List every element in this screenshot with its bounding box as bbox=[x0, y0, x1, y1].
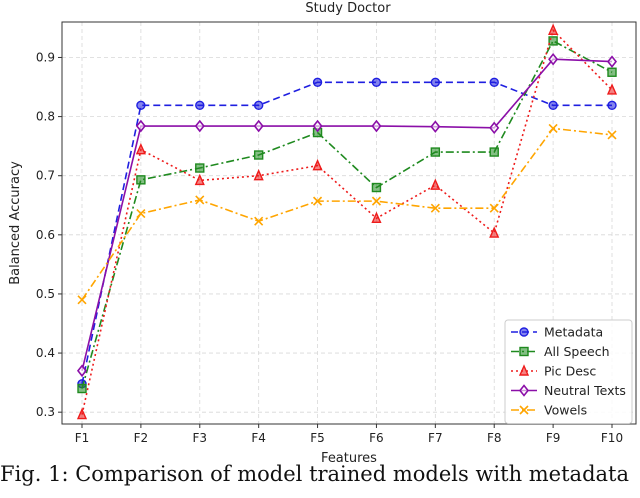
series-pic-desc bbox=[76, 23, 618, 420]
data-point-diamond bbox=[489, 121, 500, 135]
legend-label: Vowels bbox=[544, 403, 587, 418]
data-point-x bbox=[430, 203, 440, 213]
legend-label: Neutral Texts bbox=[544, 383, 626, 398]
data-point-square bbox=[489, 147, 499, 157]
data-point-circle bbox=[607, 100, 617, 111]
data-point-diamond bbox=[548, 52, 559, 66]
data-point-circle bbox=[548, 100, 558, 111]
data-point-square bbox=[371, 182, 382, 193]
data-point-diamond bbox=[312, 119, 323, 133]
data-point-diamond bbox=[194, 119, 205, 133]
series-neutral-texts bbox=[76, 52, 618, 378]
data-point-x bbox=[371, 196, 382, 206]
x-axis-label: Features bbox=[321, 451, 377, 462]
data-point-circle bbox=[136, 100, 146, 111]
legend-item: Vowels bbox=[511, 403, 587, 418]
data-point-triangle bbox=[430, 178, 441, 190]
y-axis-label: Balanced Accuracy bbox=[8, 161, 23, 285]
data-point-square bbox=[519, 346, 529, 357]
data-point-circle bbox=[430, 77, 441, 88]
y-axis: 0.3 0.4 0.5 0.6 0.7 0.8 0.9 bbox=[36, 50, 62, 419]
data-point-triangle bbox=[312, 158, 323, 171]
data-point-x bbox=[195, 195, 205, 205]
data-point-square bbox=[253, 150, 264, 160]
y-tick-label: 0.5 bbox=[36, 287, 55, 301]
legend-box bbox=[504, 319, 633, 424]
data-point-triangle bbox=[135, 142, 146, 155]
data-point-square bbox=[195, 163, 205, 173]
data-point-circle bbox=[489, 77, 499, 88]
x-tick-label: F4 bbox=[251, 431, 266, 445]
x-tick-label: F8 bbox=[487, 431, 502, 445]
x-tick-label: F7 bbox=[428, 431, 443, 445]
data-point-square bbox=[77, 383, 87, 394]
x-tick-label: F9 bbox=[546, 431, 561, 445]
data-point-triangle bbox=[194, 173, 205, 186]
data-point-square bbox=[548, 36, 558, 46]
data-point-diamond bbox=[135, 119, 146, 133]
data-point-x bbox=[136, 208, 146, 219]
data-point-square bbox=[607, 67, 617, 77]
data-point-triangle bbox=[606, 83, 618, 95]
legend-label: Pic Desc bbox=[544, 364, 596, 379]
data-point-triangle bbox=[76, 407, 88, 420]
legend-label: Metadata bbox=[544, 325, 603, 340]
data-point-triangle bbox=[548, 23, 559, 35]
data-point-diamond bbox=[253, 119, 264, 133]
data-point-circle bbox=[312, 77, 323, 88]
data-point-x bbox=[489, 203, 499, 213]
plot-area bbox=[61, 21, 637, 425]
data-point-triangle bbox=[489, 226, 500, 238]
data-point-x bbox=[312, 196, 323, 206]
y-tick-label: 0.7 bbox=[36, 169, 55, 183]
data-point-diamond bbox=[606, 55, 618, 68]
data-point-square bbox=[430, 147, 441, 157]
series-line bbox=[81, 28, 613, 415]
legend-item: Metadata bbox=[511, 325, 603, 340]
data-point-square bbox=[136, 175, 146, 185]
data-point-circle bbox=[519, 327, 529, 337]
chart-title: Study Doctor bbox=[305, 1, 391, 16]
x-tick-label: F10 bbox=[601, 431, 623, 445]
series-all-speech bbox=[77, 36, 617, 394]
series-group bbox=[76, 23, 618, 420]
series-line bbox=[81, 58, 613, 371]
data-point-diamond bbox=[371, 119, 382, 133]
x-tick-label: F6 bbox=[369, 431, 384, 445]
data-point-triangle bbox=[253, 168, 264, 181]
legend-item: Neutral Texts bbox=[511, 383, 626, 398]
data-point-circle bbox=[371, 77, 382, 88]
data-point-x bbox=[548, 123, 558, 133]
x-axis: F1 F2 F3 F4 F5 F6 F7 F8 F9 F10 bbox=[75, 424, 623, 445]
series-line bbox=[81, 127, 613, 301]
data-point-circle bbox=[253, 100, 264, 111]
data-point-x bbox=[519, 405, 529, 415]
legend: Metadata All Speech Pic Desc Neutral Texts V… bbox=[504, 319, 633, 424]
x-tick-label: F3 bbox=[193, 431, 208, 445]
data-point-diamond bbox=[76, 364, 88, 378]
data-point-triangle bbox=[518, 364, 530, 376]
x-tick-label: F2 bbox=[134, 431, 149, 445]
series-vowels bbox=[77, 123, 617, 305]
y-tick-label: 0.3 bbox=[36, 405, 55, 419]
data-point-diamond bbox=[518, 384, 530, 397]
data-point-x bbox=[607, 130, 617, 140]
y-tick-label: 0.6 bbox=[36, 228, 55, 242]
y-tick-label: 0.4 bbox=[36, 346, 55, 360]
x-tick-label: F1 bbox=[75, 431, 90, 445]
legend-item: Pic Desc bbox=[511, 364, 596, 379]
data-point-circle bbox=[195, 100, 205, 111]
x-tick-label: F5 bbox=[310, 431, 325, 445]
legend-item: All Speech bbox=[511, 344, 610, 359]
y-tick-label: 0.8 bbox=[36, 110, 55, 124]
series-line bbox=[81, 39, 613, 389]
figure-caption: Fig. 1: Comparison of model trained mode… bbox=[0, 462, 629, 486]
data-point-x bbox=[77, 295, 87, 305]
line-chart: Study Doctor 0.30.40.50.60.70.80.9 F1 F2 F… bbox=[8, 1, 637, 462]
data-point-diamond bbox=[430, 120, 441, 133]
data-point-triangle bbox=[371, 211, 382, 223]
legend-label: All Speech bbox=[544, 344, 610, 359]
data-point-x bbox=[254, 216, 264, 226]
y-tick-label: 0.9 bbox=[36, 50, 55, 64]
